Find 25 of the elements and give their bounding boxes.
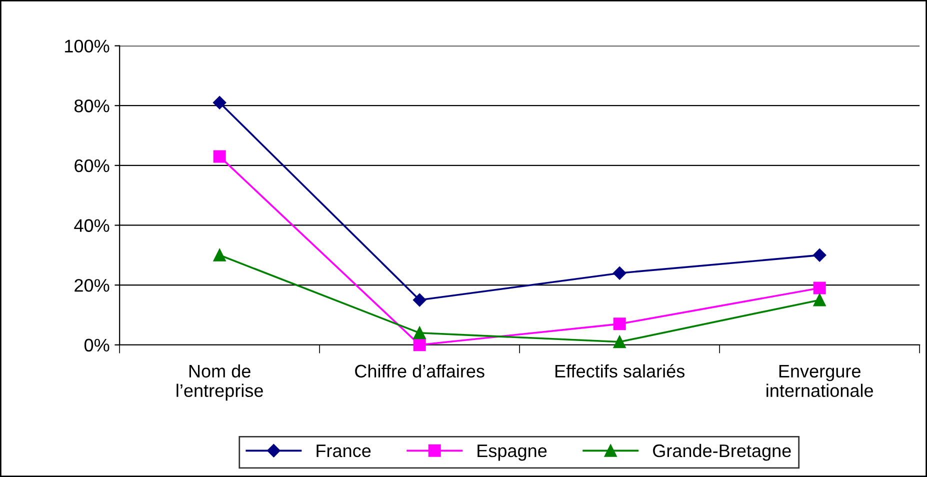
x-tick-label: Envergure internationale [766, 364, 873, 398]
legend-label: Espagne [478, 444, 547, 461]
y-tick-label: 100% [65, 40, 110, 53]
point [413, 326, 426, 340]
x-tick-label: Chiffre d’affaires [355, 364, 484, 378]
x-tick-label: Effectifs salariés [556, 364, 684, 378]
y-tick-label: 60% [74, 159, 110, 172]
legend-label: Grande-Bretagne [653, 444, 791, 461]
point [213, 150, 226, 163]
point [613, 336, 626, 348]
point [613, 318, 626, 330]
y-tick-label: 40% [74, 219, 110, 232]
legend-label: France [316, 444, 371, 458]
y-tick-label: 20% [74, 278, 110, 292]
point [413, 338, 426, 352]
y-tick-label: 80% [74, 100, 110, 112]
y-tick-label: 0% [84, 338, 110, 352]
point [212, 96, 226, 110]
x-tick-label: Nom de l’entreprise [176, 364, 263, 401]
point [813, 294, 826, 306]
point [412, 293, 426, 307]
point [213, 248, 226, 262]
point [812, 248, 826, 262]
point [813, 282, 826, 294]
point [612, 266, 626, 280]
